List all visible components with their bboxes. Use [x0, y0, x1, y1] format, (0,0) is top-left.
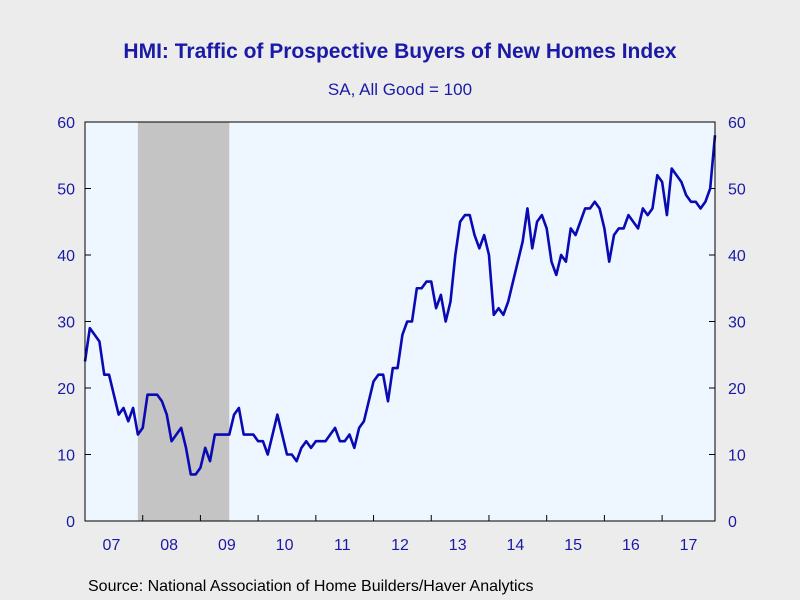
- chart-title: HMI: Traffic of Prospective Buyers of Ne…: [123, 40, 677, 63]
- y-axis-ticks: 0 0 10 10 20 20 30 30 40 40 50 50 60 60: [57, 115, 746, 531]
- y-tick-label-left: 60: [57, 115, 75, 132]
- y-tick-label-right: 60: [728, 115, 746, 132]
- x-tick-label: 12: [391, 537, 409, 554]
- x-tick-label: 07: [103, 537, 121, 554]
- x-tick-label: 16: [622, 537, 640, 554]
- y-tick-label-right: 10: [728, 448, 746, 465]
- x-tick-label: 17: [680, 537, 698, 554]
- y-tick-label-left: 20: [57, 381, 75, 398]
- y-tick-label-right: 0: [728, 514, 737, 531]
- source-note: Source: National Association of Home Bui…: [88, 578, 534, 595]
- y-tick-label-left: 10: [57, 448, 75, 465]
- plot-frame: [84, 121, 716, 522]
- x-tick-label: 08: [160, 537, 178, 554]
- y-tick-label-right: 50: [728, 182, 746, 199]
- y-tick-label-left: 50: [57, 182, 75, 199]
- x-tick-label: 14: [507, 537, 525, 554]
- chart-subtitle: SA, All Good = 100: [327, 80, 473, 99]
- y-tick-label-left: 0: [66, 514, 75, 531]
- y-tick-label-left: 30: [57, 315, 75, 332]
- x-tick-label: 10: [276, 537, 294, 554]
- x-tick-label: 11: [334, 537, 351, 554]
- recession-shading: [137, 122, 230, 521]
- x-tick-label: 09: [218, 537, 236, 554]
- x-axis-ticks: 07 08 09 10 11 12 13 14 15 16 17: [103, 515, 698, 554]
- x-tick-label: 13: [449, 537, 467, 554]
- y-tick-label-left: 40: [57, 248, 75, 265]
- x-tick-label: 15: [564, 537, 582, 554]
- series-line: [83, 135, 717, 476]
- y-tick-label-right: 20: [728, 381, 746, 398]
- y-tick-label-right: 40: [728, 248, 746, 265]
- y-tick-label-right: 30: [728, 315, 746, 332]
